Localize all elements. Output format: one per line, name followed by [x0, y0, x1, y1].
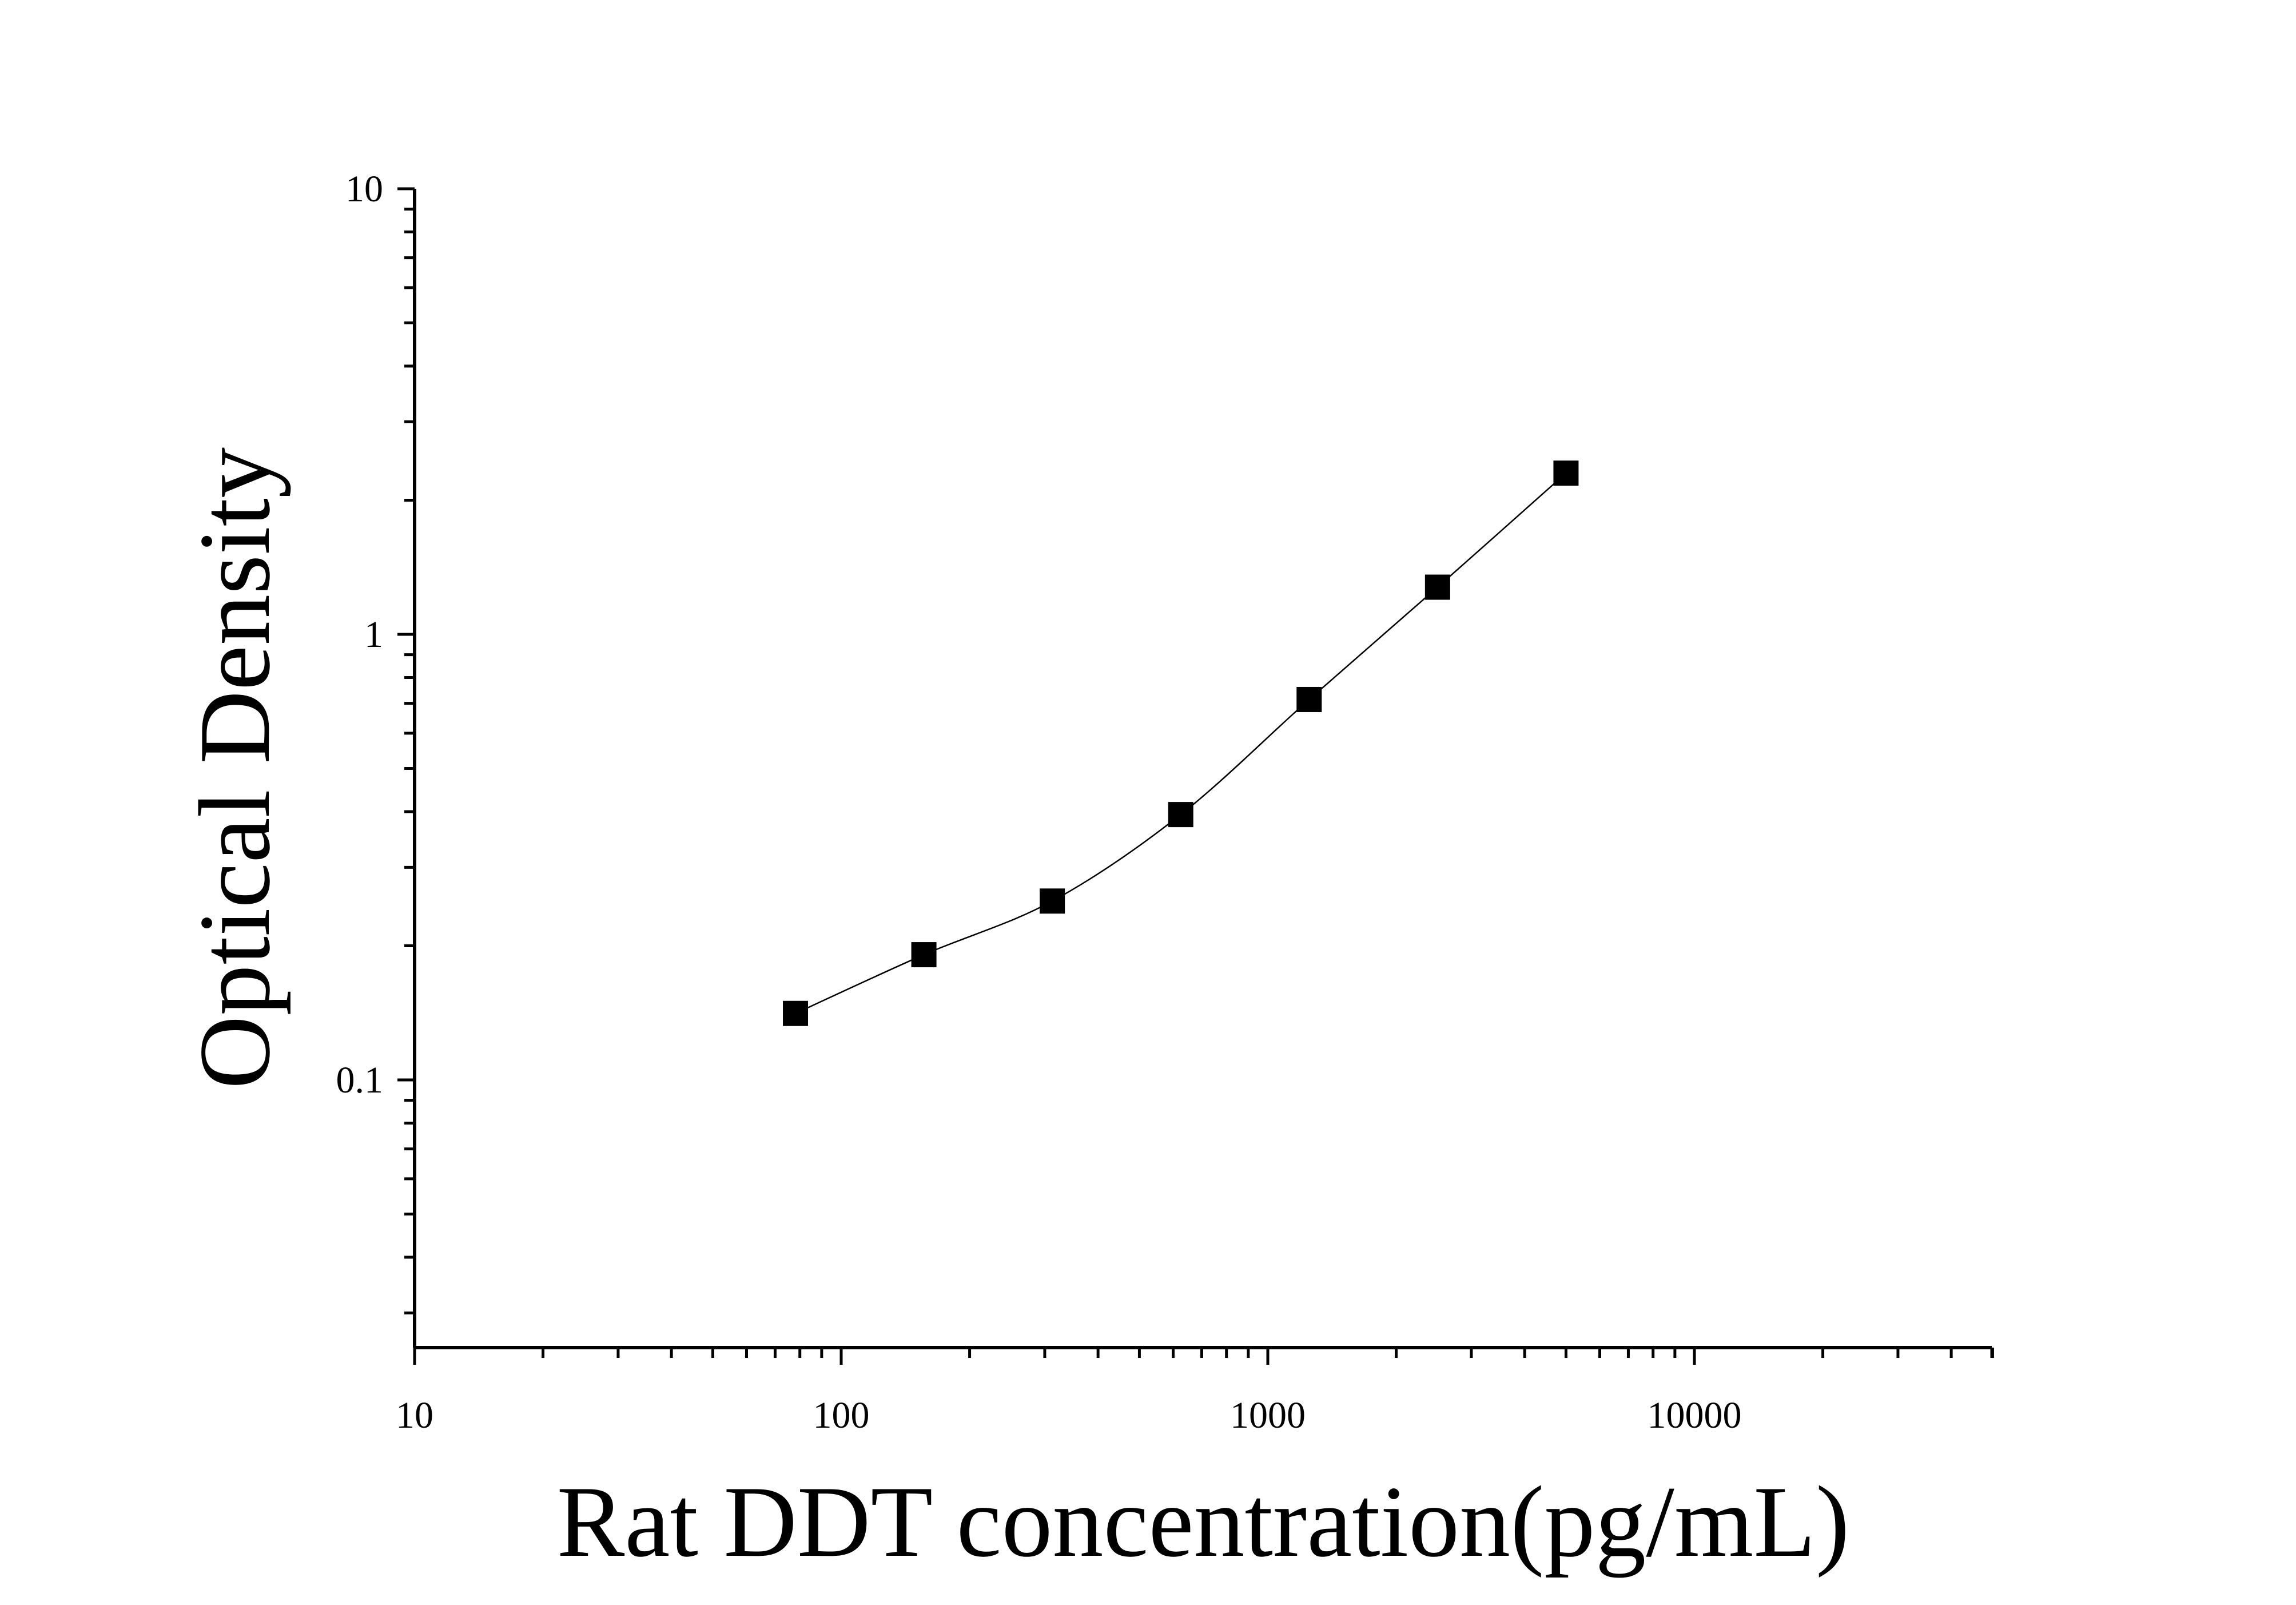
data-point	[1424, 574, 1450, 600]
x-axis-label: Rat DDT concentration(pg/mL)	[557, 1465, 1850, 1578]
x-tick-label: 10	[396, 1395, 433, 1436]
y-tick-label: 1	[364, 614, 383, 655]
y-tick-label: 10	[345, 168, 383, 210]
data-point	[783, 1000, 809, 1026]
y-tick-label: 0.1	[336, 1059, 384, 1101]
data-point	[911, 942, 937, 968]
x-tick-label: 1000	[1230, 1395, 1306, 1436]
x-tick-label: 100	[813, 1395, 870, 1436]
data-point	[1168, 802, 1193, 828]
y-axis-label: Optical Density	[178, 447, 291, 1089]
data-point	[1296, 686, 1322, 712]
x-tick-label: 10000	[1648, 1395, 1742, 1436]
axes	[397, 187, 1994, 1365]
data-point	[1040, 888, 1065, 914]
fit-curve	[795, 472, 1567, 1014]
tick-labels: 10 100 1000 10000 0.1 1 10	[336, 168, 1742, 1436]
data-points	[783, 460, 1579, 1026]
data-point	[1553, 460, 1579, 486]
